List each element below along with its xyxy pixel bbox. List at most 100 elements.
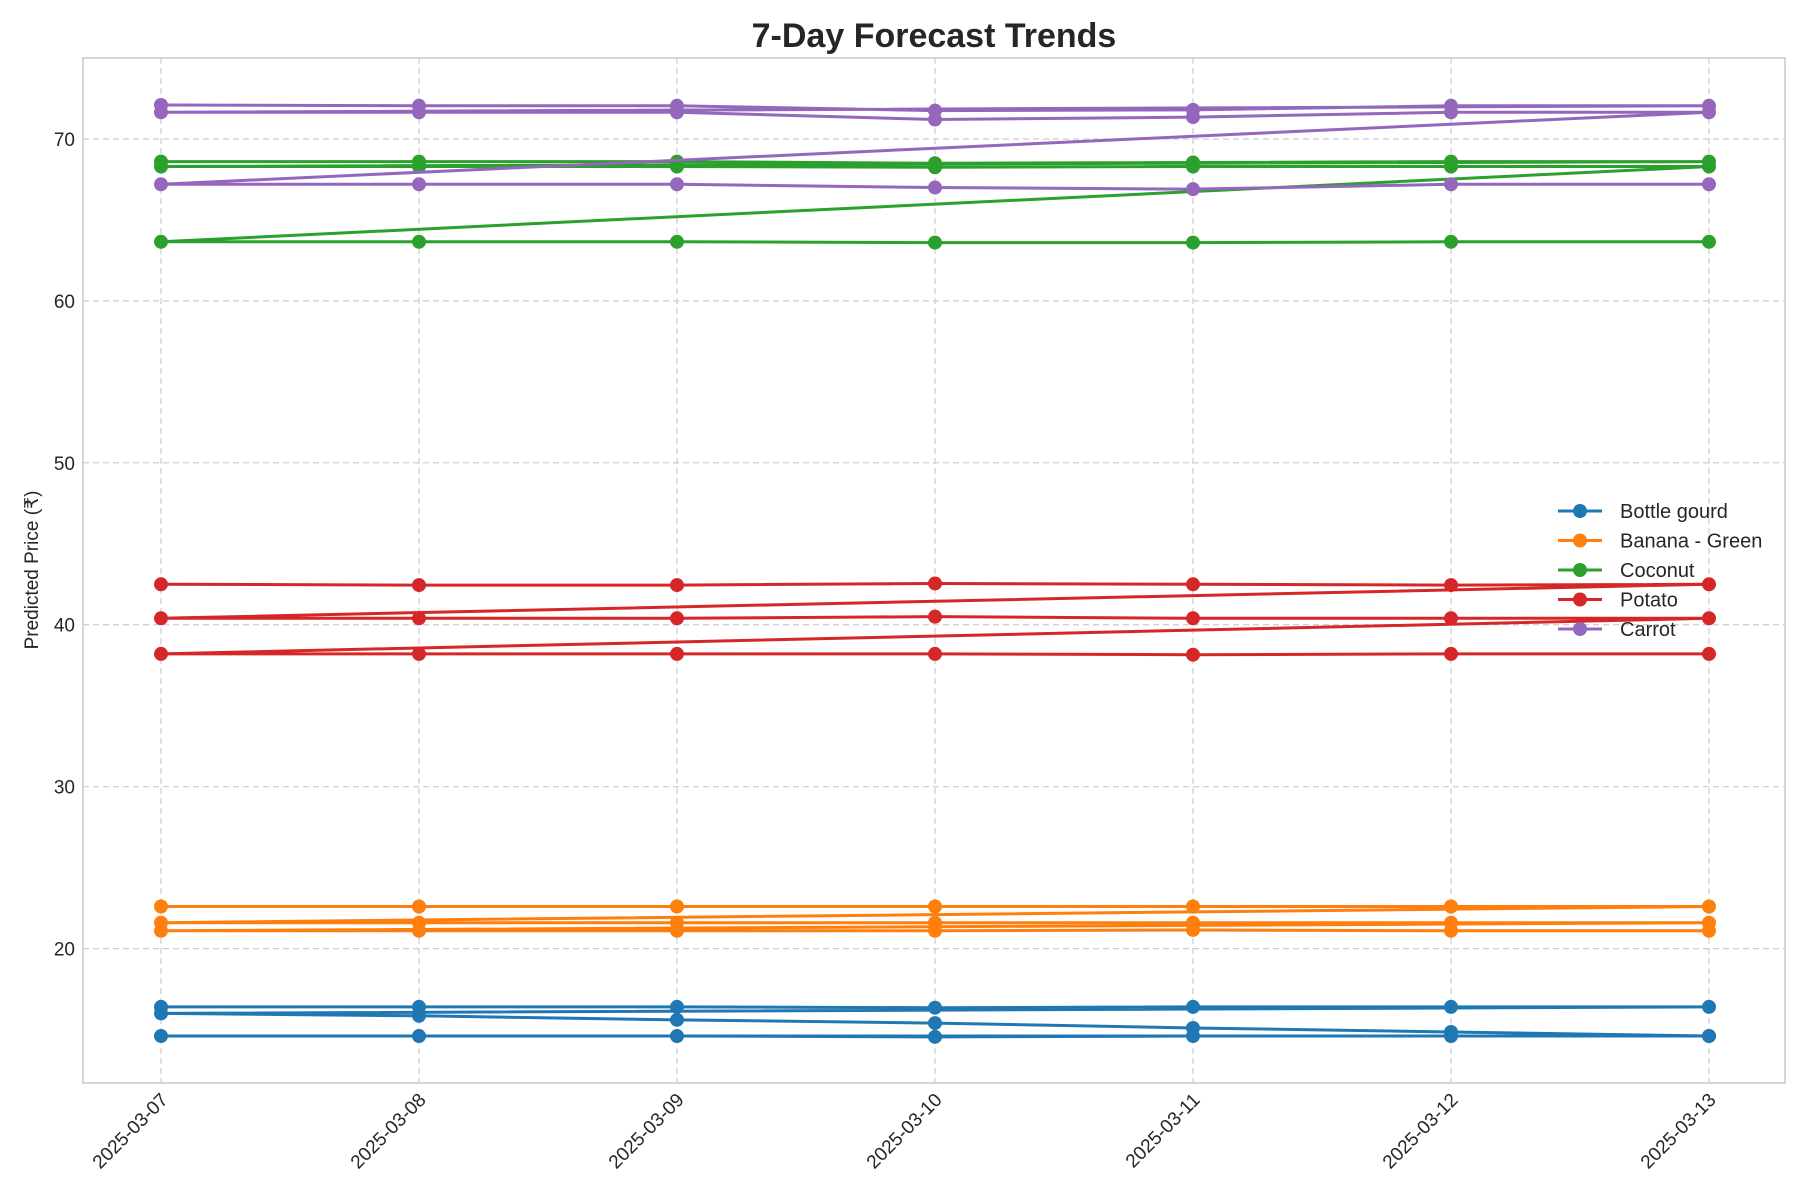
data-point [1444,177,1458,192]
x-tick-label: 2025-03-09 [605,1090,689,1174]
data-point [1702,611,1716,626]
data-point [412,923,426,938]
data-point [1186,110,1200,125]
data-point [1186,611,1200,626]
data-point [1444,611,1458,626]
data-point [1444,899,1458,914]
data-point [1186,577,1200,592]
legend-label: Potato [1620,590,1678,612]
data-point [670,611,684,626]
data-point [670,578,684,593]
data-point [1444,923,1458,938]
data-point [928,576,942,591]
series-carrot [154,97,1716,197]
data-point [1186,922,1200,937]
series-banana-green [154,899,1716,938]
data-point [670,177,684,192]
data-point [670,234,684,249]
data-point [1444,646,1458,661]
legend-item: Bottle gourd [1558,501,1728,523]
data-point [1702,999,1716,1014]
y-tick-label: 60 [54,292,75,313]
data-point [928,160,942,175]
data-point [154,105,168,120]
data-point [1444,1029,1458,1044]
data-point [154,611,168,626]
data-point [154,177,168,192]
legend-swatch-marker [1573,622,1587,636]
data-point [928,112,942,127]
legend-item: Carrot [1558,619,1676,641]
data-point [412,611,426,626]
data-point [154,577,168,592]
data-point [1186,159,1200,174]
legend-label: Bottle gourd [1620,501,1728,523]
legend-label: Banana - Green [1620,531,1762,553]
data-point [670,1029,684,1044]
series-bottle-gourd [154,999,1716,1044]
x-tick-label: 2025-03-13 [1637,1090,1721,1174]
data-point [1702,105,1716,120]
data-point [412,177,426,192]
data-point [928,1000,942,1015]
plot-frame [82,57,1786,1084]
data-point [1702,177,1716,192]
data-point [928,646,942,661]
legend-item: Banana - Green [1558,531,1762,553]
data-point [412,1029,426,1044]
y-tick-label: 30 [54,778,75,799]
data-point [1702,159,1716,174]
data-point [928,923,942,938]
data-point [1702,234,1716,249]
series-coconut [154,154,1716,250]
series-layer [154,97,1716,1044]
data-point [1444,159,1458,174]
data-point [928,180,942,195]
legend-item: Coconut [1558,560,1695,582]
data-point [1444,234,1458,249]
data-point [1702,923,1716,938]
data-point [154,159,168,174]
data-point [928,235,942,250]
data-point [154,1006,168,1021]
data-point [670,899,684,914]
data-point [154,899,168,914]
data-point [1444,999,1458,1014]
data-point [670,646,684,661]
legend-swatch-marker [1573,563,1587,577]
data-point [1186,999,1200,1014]
data-point [928,1016,942,1031]
data-point [412,578,426,593]
data-point [928,899,942,914]
data-point [1702,899,1716,914]
legend-label: Coconut [1620,560,1695,582]
x-tick-label: 2025-03-12 [1379,1090,1463,1174]
data-point [412,899,426,914]
data-point [412,646,426,661]
data-point [1702,577,1716,592]
data-point [412,159,426,174]
data-point [670,1012,684,1027]
data-point [928,1029,942,1044]
legend-swatch-marker [1573,504,1587,518]
data-point [412,105,426,120]
legend-label: Carrot [1620,619,1676,641]
y-tick-label: 50 [54,454,75,475]
legend-swatch-marker [1573,592,1587,607]
data-point [154,646,168,661]
legend-item: Potato [1558,590,1678,612]
data-point [1444,578,1458,593]
y-axis-label: Predicted Price (₹) [22,491,43,650]
data-point [412,234,426,249]
data-point [412,1008,426,1023]
x-tick-label: 2025-03-11 [1122,1090,1205,1173]
data-point [154,1029,168,1044]
data-point [670,105,684,120]
data-point [1702,1029,1716,1044]
x-tick-label: 2025-03-10 [863,1090,947,1174]
data-point [670,159,684,174]
series-potato [154,576,1716,662]
data-point [154,923,168,938]
x-tick-label: 2025-03-07 [89,1090,173,1174]
